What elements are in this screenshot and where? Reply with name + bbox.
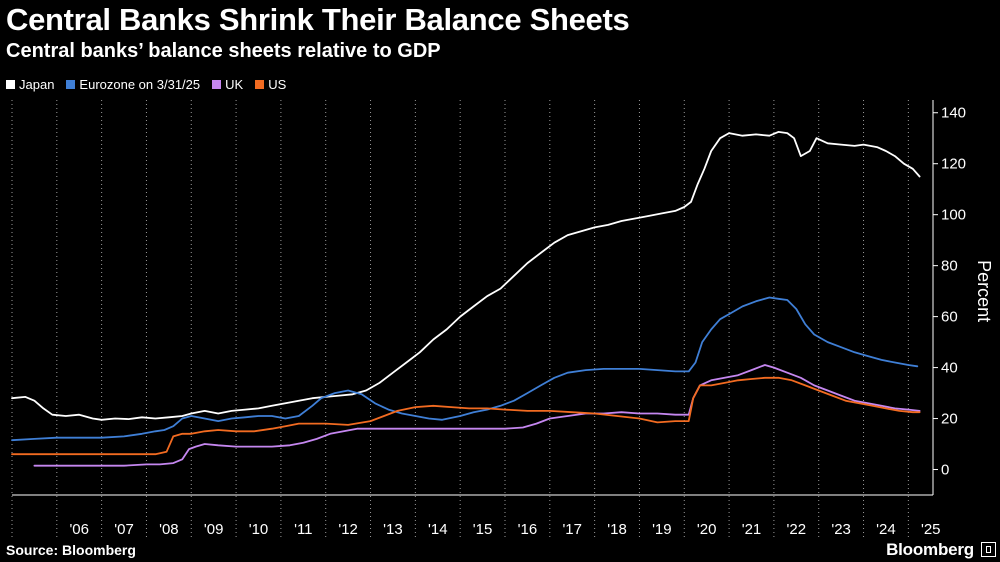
legend-swatch — [255, 79, 265, 89]
series-line-eurozone — [11, 296, 919, 442]
y-tick-label: 60 — [941, 309, 958, 326]
x-tick-label: '17 — [562, 521, 582, 538]
x-tick-label: '11 — [294, 521, 312, 538]
y-tick-label: 120 — [941, 156, 966, 173]
x-tick-label: '09 — [204, 521, 224, 538]
y-tick-label: 20 — [941, 411, 958, 428]
legend-label: Japan — [19, 76, 55, 92]
x-tick-label: '14 — [428, 521, 448, 538]
legend-item-uk: UK — [212, 77, 243, 92]
legend-item-us: US — [255, 77, 286, 92]
y-tick-label: 80 — [941, 258, 958, 275]
y-tick-label: 100 — [941, 207, 966, 224]
legend-swatch — [66, 79, 76, 89]
x-tick-label: '22 — [787, 521, 807, 538]
x-tick-label: '15 — [473, 521, 493, 538]
chart-legend: Japan Eurozone on 3/31/25 UK US — [6, 76, 298, 92]
y-tick-label: 140 — [941, 105, 966, 122]
y-axis-title: Percent — [974, 260, 994, 322]
legend-item-eurozone: Eurozone on 3/31/25 — [66, 77, 200, 92]
legend-item-japan: Japan — [6, 77, 54, 92]
series-line-japan — [11, 131, 921, 421]
x-tick-label: '13 — [383, 521, 403, 538]
legend-label: US — [268, 76, 287, 92]
series-line-uk — [33, 364, 921, 467]
bloomberg-logo-icon — [981, 542, 996, 557]
bloomberg-logo: Bloomberg — [886, 540, 974, 559]
x-tick-label: '24 — [876, 521, 896, 538]
x-tick-label: '10 — [249, 521, 269, 538]
x-tick-label: '20 — [697, 521, 717, 538]
x-tick-label: '07 — [114, 521, 134, 538]
source-note: Source: Bloomberg — [6, 542, 136, 558]
x-tick-label: '21 — [742, 521, 762, 538]
x-tick-label: '12 — [338, 521, 358, 538]
legend-label: Eurozone on 3/31/25 — [79, 76, 201, 92]
chart-subtitle: Central banks’ balance sheets relative t… — [6, 40, 441, 62]
series-line-us — [11, 376, 921, 456]
legend-swatch — [212, 79, 222, 89]
x-tick-label: '23 — [831, 521, 851, 538]
x-tick-label: '06 — [69, 521, 89, 538]
chart-title: Central Banks Shrink Their Balance Sheet… — [6, 2, 630, 37]
y-tick-label: 0 — [941, 462, 949, 479]
x-tick-label: '18 — [607, 521, 627, 538]
x-tick-label: '16 — [518, 521, 538, 538]
legend-swatch — [6, 79, 15, 89]
x-tick-label: '25 — [921, 521, 941, 538]
x-tick-label: '08 — [159, 521, 179, 538]
legend-label: UK — [225, 76, 244, 92]
x-tick-label: '19 — [652, 521, 672, 538]
y-tick-label: 40 — [941, 360, 958, 377]
